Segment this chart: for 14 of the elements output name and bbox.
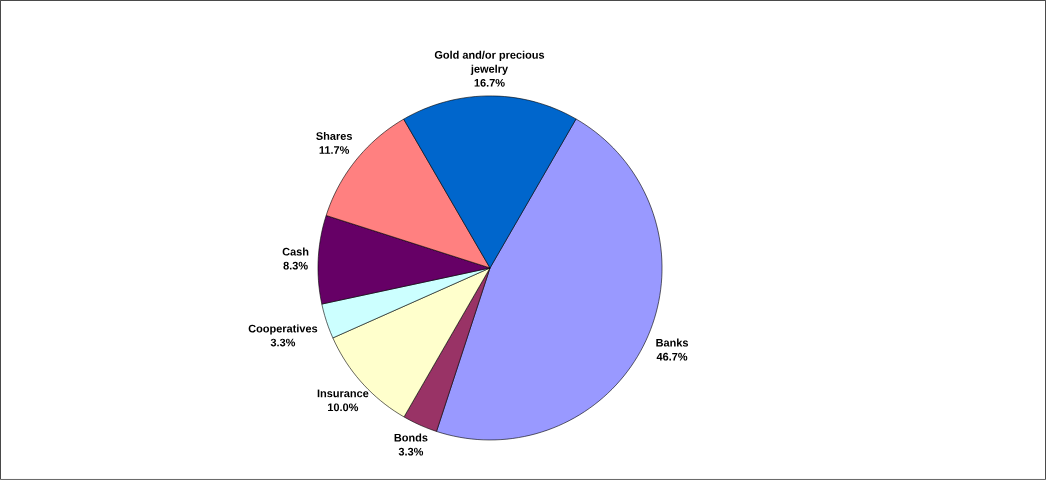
- data-label: 3.3%: [270, 338, 296, 347]
- slice-label: Bonds: [394, 433, 428, 442]
- data-label: 10.0%: [328, 403, 359, 412]
- data-label: 46.7%: [656, 352, 688, 361]
- slice-label: Cash: [282, 247, 309, 256]
- data-label: 3.3%: [398, 447, 424, 456]
- slice-label: Cooperatives: [248, 324, 318, 335]
- data-label: 11.7%: [319, 146, 350, 154]
- slice-label: Banks: [656, 338, 689, 347]
- slice-label: Shares: [316, 131, 352, 141]
- data-label: 8.3%: [283, 261, 308, 270]
- data-label: 16.7%: [474, 79, 505, 87]
- slice-label: Insurance: [317, 389, 369, 398]
- slice-label: Gold and/or precious jewelry: [434, 50, 545, 75]
